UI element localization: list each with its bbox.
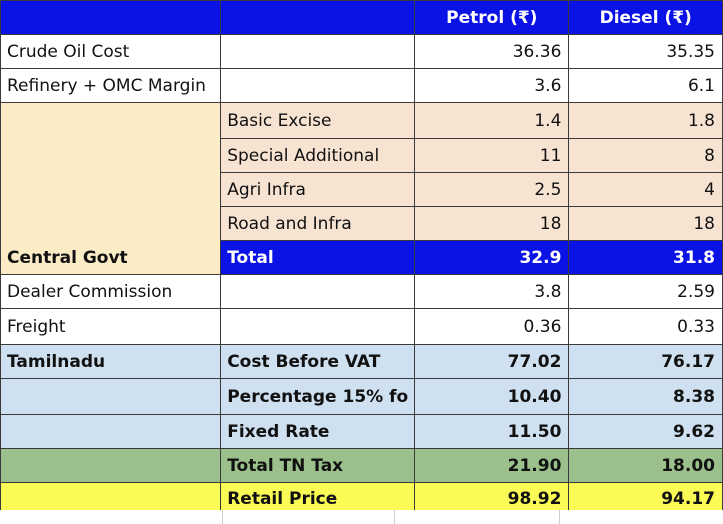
diesel-value-cell[interactable]: 18 — [568, 206, 723, 241]
header-petrol[interactable]: Petrol (₹) — [414, 0, 570, 35]
label-cell[interactable] — [0, 378, 222, 415]
header-diesel[interactable]: Diesel (₹) — [568, 0, 723, 35]
row-percentage: Percentage 15% fo 10.40 8.38 — [0, 378, 723, 415]
row-agri-infra: Agri Infra 2.5 4 — [1, 172, 723, 207]
diesel-value-cell[interactable]: 9.62 — [568, 414, 723, 449]
row-special-additional: Special Additional 11 8 — [1, 138, 723, 173]
label-cell[interactable]: Refinery + OMC Margin — [0, 68, 222, 103]
grid-line — [394, 510, 395, 524]
row-dealer-commission: Dealer Commission 3.8 2.59 — [0, 274, 723, 309]
diesel-value-cell[interactable]: 18.00 — [568, 448, 723, 483]
petrol-value-cell[interactable]: 2.5 — [414, 172, 570, 207]
diesel-value-cell[interactable]: 76.17 — [568, 344, 723, 379]
petrol-value-cell[interactable]: 3.6 — [414, 68, 570, 103]
row-retail-price: Retail Price 98.92 94.17 — [0, 482, 723, 515]
label-cell[interactable]: Dealer Commission — [0, 274, 222, 309]
petrol-value-cell[interactable]: 1.4 — [414, 102, 570, 139]
sub-label-cell[interactable]: Percentage 15% fo — [220, 378, 416, 415]
sub-label-cell[interactable]: Road and Infra — [220, 206, 416, 241]
petrol-value-cell[interactable]: 11.50 — [414, 414, 570, 449]
diesel-value-cell[interactable]: 1.8 — [568, 102, 723, 139]
row-crude-oil-cost: Crude Oil Cost 36.36 35.35 — [0, 34, 723, 69]
petrol-value-cell[interactable]: 98.92 — [414, 482, 570, 515]
label-cell[interactable] — [0, 448, 222, 483]
sub-label-cell[interactable]: Special Additional — [220, 138, 416, 173]
diesel-value-cell[interactable]: 6.1 — [568, 68, 723, 103]
row-freight: Freight 0.36 0.33 — [0, 308, 723, 345]
sub-label-cell[interactable]: Fixed Rate — [220, 414, 416, 449]
petrol-value-cell[interactable]: 11 — [414, 138, 570, 173]
sub-label-cell[interactable]: Retail Price — [220, 482, 416, 515]
label-cell[interactable] — [0, 414, 222, 449]
label-cell[interactable]: Freight — [0, 308, 222, 345]
diesel-value-cell[interactable]: 35.35 — [568, 34, 723, 69]
label-cell[interactable]: Crude Oil Cost — [0, 34, 222, 69]
sub-label-cell[interactable] — [220, 308, 416, 345]
petrol-value-cell[interactable]: 77.02 — [414, 344, 570, 379]
diesel-value-cell[interactable]: 0.33 — [568, 308, 723, 345]
empty-next-row — [0, 510, 723, 524]
petrol-value-cell[interactable]: 3.8 — [414, 274, 570, 309]
petrol-value-cell[interactable]: 0.36 — [414, 308, 570, 345]
diesel-value-cell[interactable]: 4 — [568, 172, 723, 207]
row-cost-before-vat: Tamilnadu Cost Before VAT 77.02 76.17 — [0, 344, 723, 379]
diesel-value-cell[interactable]: 2.59 — [568, 274, 723, 309]
row-refinery-omc-margin: Refinery + OMC Margin 3.6 6.1 — [0, 68, 723, 103]
row-basic-excise: Central Govt Basic Excise 1.4 1.8 — [0, 102, 723, 275]
header-blank-2[interactable] — [220, 0, 416, 35]
petrol-value-cell[interactable]: 10.40 — [414, 378, 570, 415]
diesel-value-cell[interactable]: 31.8 — [568, 240, 723, 275]
sub-label-cell[interactable]: Agri Infra — [220, 172, 416, 207]
sub-label-cell[interactable]: Cost Before VAT — [220, 344, 416, 379]
petrol-value-cell[interactable]: 36.36 — [414, 34, 570, 69]
sub-label-cell[interactable] — [220, 68, 416, 103]
row-road-and-infra: Road and Infra 18 18 — [1, 206, 723, 241]
grid-line — [559, 510, 560, 524]
label-cell[interactable] — [0, 482, 222, 515]
row-central-total: Total 32.9 31.8 — [1, 240, 723, 275]
header-row: Petrol (₹) Diesel (₹) — [0, 0, 723, 35]
grid-line — [222, 510, 223, 524]
sub-label-cell[interactable] — [220, 274, 416, 309]
row-total-tn-tax: Total TN Tax 21.90 18.00 — [0, 448, 723, 483]
diesel-value-cell[interactable]: 8 — [568, 138, 723, 173]
tamilnadu-label-cell[interactable]: Tamilnadu — [0, 344, 222, 379]
diesel-value-cell[interactable]: 94.17 — [568, 482, 723, 515]
petrol-value-cell[interactable]: 18 — [414, 206, 570, 241]
petrol-value-cell[interactable]: 32.9 — [414, 240, 570, 275]
sub-label-cell[interactable]: Total — [220, 240, 416, 275]
sub-label-cell[interactable] — [220, 34, 416, 69]
diesel-value-cell[interactable]: 8.38 — [568, 378, 723, 415]
central-govt-label-cell[interactable]: Central Govt — [0, 102, 222, 275]
petrol-value-cell[interactable]: 21.90 — [414, 448, 570, 483]
sub-label-cell[interactable]: Basic Excise — [220, 102, 416, 139]
header-blank-1[interactable] — [0, 0, 222, 35]
sub-label-cell[interactable]: Total TN Tax — [220, 448, 416, 483]
row-fixed-rate: Fixed Rate 11.50 9.62 — [0, 414, 723, 449]
